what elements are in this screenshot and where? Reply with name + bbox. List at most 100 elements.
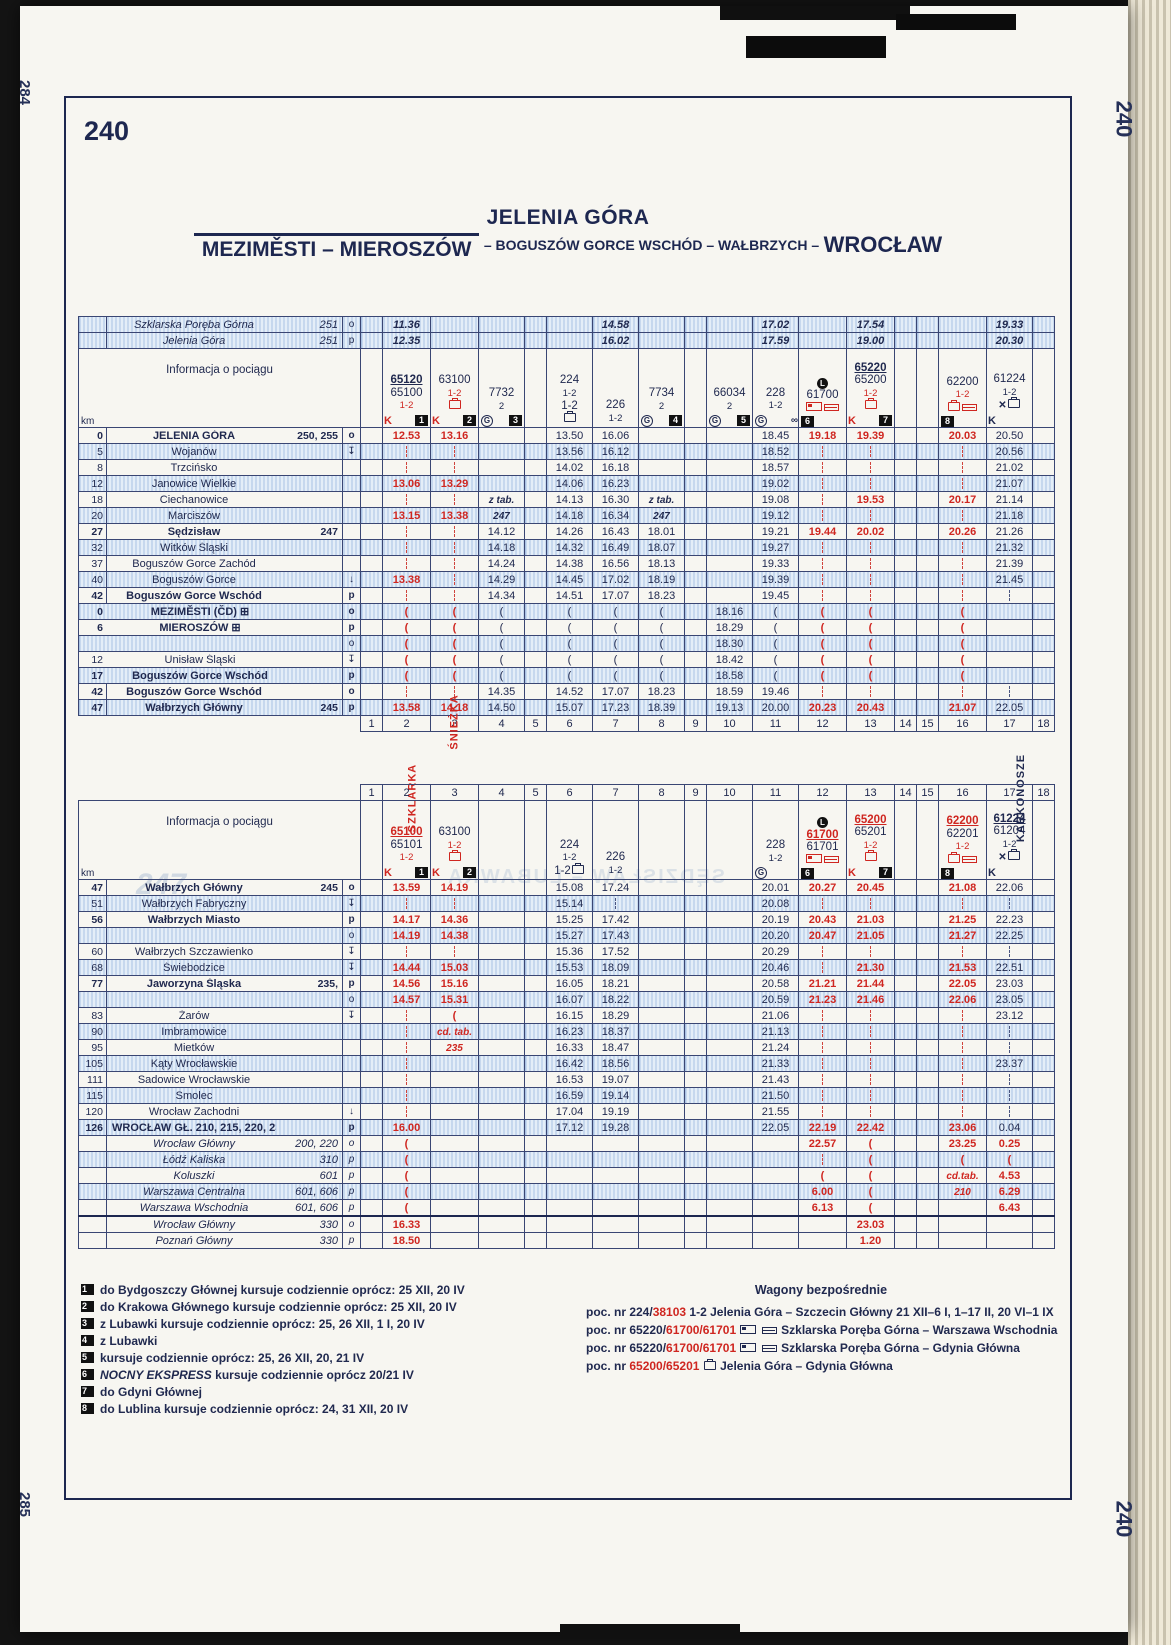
time-value: ( <box>659 621 664 634</box>
time-cell <box>894 1087 917 1104</box>
time-cell: 14.17 <box>382 911 431 928</box>
pass-through-mark <box>406 446 407 458</box>
time-cell <box>524 332 547 349</box>
arrival-departure-mark: o <box>342 1136 360 1151</box>
time-cell <box>916 1199 939 1217</box>
time-cell <box>916 667 939 684</box>
header-text: 224 <box>559 374 580 386</box>
through-coaches: Wagony bezpośrednie poc. nr 224/38103 1-… <box>586 1283 1057 1377</box>
time-cell <box>360 1055 383 1072</box>
time-cell: 20.50 <box>986 427 1033 444</box>
time-value: 12.53 <box>392 429 421 442</box>
train-column-header <box>1032 800 1055 880</box>
time-cell <box>592 895 639 912</box>
time-cell: 15.25 <box>546 911 593 928</box>
time-cell <box>916 571 939 588</box>
km-value <box>80 1136 107 1151</box>
time-cell: 18.16 <box>706 603 753 620</box>
km-value <box>80 992 107 1007</box>
pass-through-mark <box>962 558 963 570</box>
time-cell <box>360 1103 383 1120</box>
pass-through-mark <box>962 1090 963 1102</box>
time-cell <box>706 459 753 476</box>
time-cell <box>894 555 917 572</box>
time-cell <box>938 895 987 912</box>
time-cell <box>360 1023 383 1040</box>
margin-table-number: 240 <box>1111 100 1137 138</box>
footnote-marker-7: 7 <box>81 1386 94 1397</box>
time-cell: ( <box>430 651 479 668</box>
time-cell: 17.02 <box>752 316 799 333</box>
footnote-marker-2: 2 <box>81 1301 94 1312</box>
time-cell <box>916 1215 939 1233</box>
time-cell <box>684 1183 707 1200</box>
time-cell: 17.43 <box>592 927 639 944</box>
time-cell <box>592 1167 639 1184</box>
time-cell <box>430 1215 479 1233</box>
time-cell <box>894 587 917 604</box>
time-cell <box>916 475 939 492</box>
time-cell <box>684 555 707 572</box>
station-cell: 115 Smolec <box>78 1087 361 1104</box>
header-text: 63100 <box>438 374 471 386</box>
time-cell <box>1032 1055 1055 1072</box>
time-value: 19.44 <box>808 525 837 538</box>
time-value: 17.54 <box>856 318 885 331</box>
header-text: 2 <box>498 400 505 412</box>
time-cell <box>1032 943 1055 960</box>
time-value: 13.16 <box>440 429 469 442</box>
no-call-mark: ( <box>404 669 409 682</box>
time-cell <box>1032 683 1055 700</box>
time-value: 21.30 <box>856 961 885 974</box>
time-cell <box>638 1023 685 1040</box>
train-column-header <box>524 800 547 880</box>
bed-icon <box>806 401 822 411</box>
time-cell: 20.01 <box>752 879 799 896</box>
footnote-marker-6: 6 <box>801 868 814 879</box>
time-cell <box>638 975 685 992</box>
time-cell: ( <box>430 603 479 620</box>
train-column-header: L 61700 6 <box>798 348 847 428</box>
time-cell: 18.37 <box>592 1023 639 1040</box>
connecting-table-ref: 310 <box>319 1153 338 1166</box>
time-value: ( <box>773 653 778 666</box>
time-cell <box>360 975 383 992</box>
km-value <box>80 1168 107 1183</box>
time-cell <box>916 683 939 700</box>
time-cell: ( <box>546 651 593 668</box>
time-cell: 16.02 <box>592 332 639 349</box>
arrival-departure-mark: ↧ <box>342 1008 360 1023</box>
pass-through-mark <box>822 686 823 698</box>
train-number-red: 65200/65201 <box>629 1359 700 1373</box>
time-cell <box>916 879 939 896</box>
time-cell <box>706 491 753 508</box>
time-cell: 16.33 <box>382 1215 431 1233</box>
time-cell <box>916 1167 939 1184</box>
time-cell <box>846 1071 895 1088</box>
time-cell <box>798 1055 847 1072</box>
time-cell <box>986 943 1033 960</box>
time-cell: 18.56 <box>592 1055 639 1072</box>
station-name: Unisław Śląski <box>164 653 236 666</box>
pass-through-mark <box>822 1058 823 1070</box>
arrival-departure-mark: p <box>342 1120 360 1135</box>
station-cell: 42 Boguszów Gorce Wschód p <box>78 587 361 604</box>
column-number: 17 <box>986 784 1033 801</box>
time-cell: 14.52 <box>546 683 593 700</box>
time-cell <box>524 1039 547 1056</box>
time-cell: 20.59 <box>752 991 799 1008</box>
time-cell <box>524 571 547 588</box>
no-call-mark: ( <box>452 669 457 682</box>
pass-through-mark <box>870 946 871 958</box>
arrival-departure-mark: p <box>342 1168 360 1183</box>
time-cell <box>1032 975 1055 992</box>
time-cell: 19.39 <box>846 427 895 444</box>
time-cell <box>938 587 987 604</box>
time-cell <box>798 1007 847 1024</box>
footnote-marker-8: 8 <box>941 416 954 427</box>
time-cell: 18.50 <box>382 1232 431 1249</box>
time-cell <box>478 1151 525 1168</box>
time-cell <box>798 571 847 588</box>
time-cell <box>360 555 383 572</box>
train-number-red: 38103 <box>652 1305 687 1319</box>
